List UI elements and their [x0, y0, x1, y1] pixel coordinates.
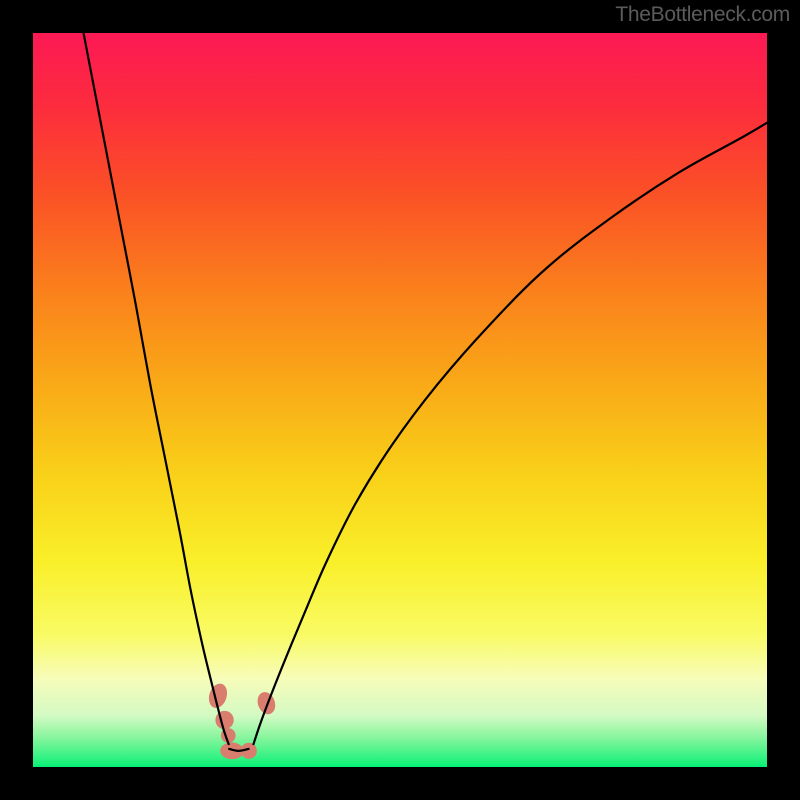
marker-blobs	[206, 681, 278, 759]
curve-left	[81, 33, 229, 745]
plot-area	[33, 33, 767, 767]
curve-layer	[33, 33, 767, 767]
watermark-text: TheBottleneck.com	[615, 3, 790, 27]
curve-right	[253, 114, 767, 745]
